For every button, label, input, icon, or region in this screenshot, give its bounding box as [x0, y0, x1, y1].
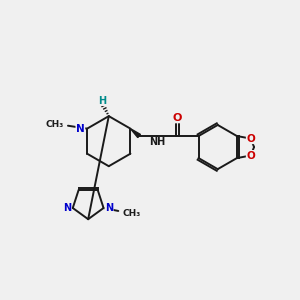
Text: H: H: [98, 95, 106, 106]
Text: CH₃: CH₃: [123, 209, 141, 218]
Polygon shape: [130, 129, 140, 138]
Text: CH₃: CH₃: [45, 120, 64, 129]
Text: N: N: [105, 203, 113, 213]
Text: NH: NH: [149, 137, 166, 148]
Text: N: N: [63, 203, 71, 213]
Text: O: O: [246, 134, 255, 144]
Text: N: N: [76, 124, 85, 134]
Text: O: O: [246, 151, 255, 160]
Text: O: O: [173, 113, 182, 123]
